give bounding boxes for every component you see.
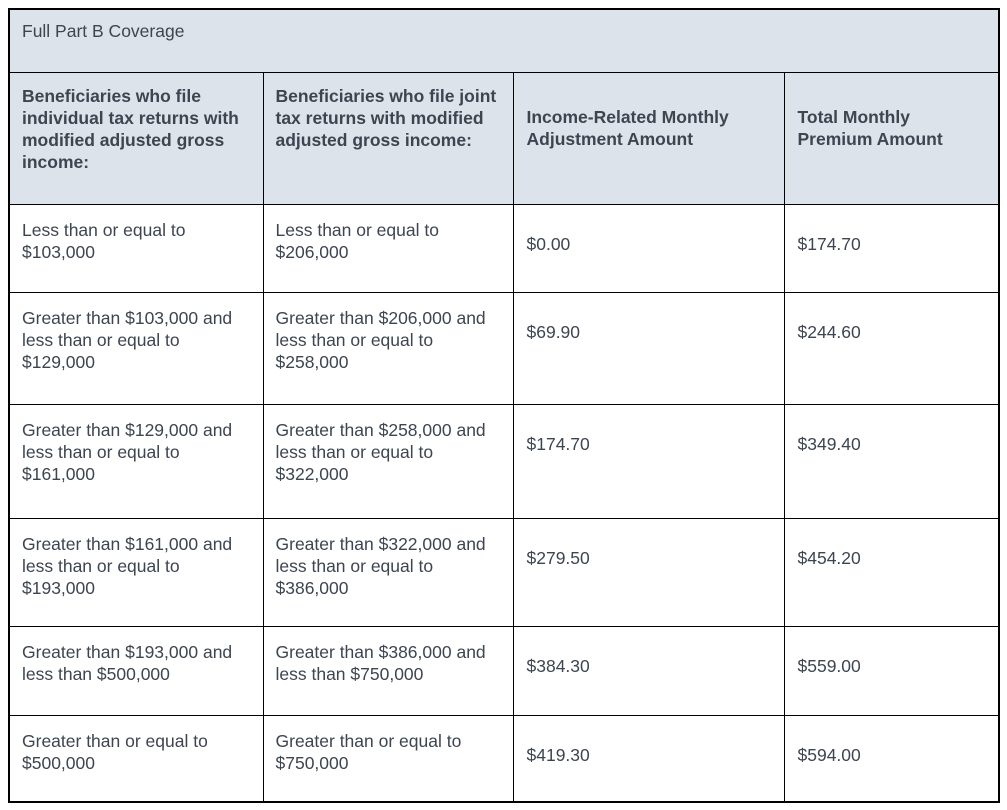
table-row: Greater than or equal to $500,000 Greate… bbox=[8, 714, 1000, 803]
cell-individual-income: Greater than $161,000 and less than or e… bbox=[8, 517, 264, 627]
column-header-adjustment-amount: Income-Related Monthly Adjustment Amount bbox=[512, 71, 785, 205]
cell-adjustment-amount: $69.90 bbox=[512, 291, 785, 405]
cell-individual-income: Greater than $103,000 and less than or e… bbox=[8, 291, 264, 405]
cell-adjustment-amount: $174.70 bbox=[512, 403, 785, 519]
cell-individual-income: Greater than $193,000 and less than $500… bbox=[8, 625, 264, 716]
table-row: Greater than $129,000 and less than or e… bbox=[8, 403, 1000, 519]
table-row: Greater than $193,000 and less than $500… bbox=[8, 625, 1000, 716]
cell-joint-income: Less than or equal to $206,000 bbox=[262, 203, 514, 293]
cell-total-premium: $174.70 bbox=[783, 203, 1000, 293]
cell-individual-income: Greater than or equal to $500,000 bbox=[8, 714, 264, 803]
cell-individual-income: Less than or equal to $103,000 bbox=[8, 203, 264, 293]
cell-adjustment-amount: $0.00 bbox=[512, 203, 785, 293]
table-header-row: Beneficiaries who file individual tax re… bbox=[8, 71, 1000, 205]
cell-total-premium: $349.40 bbox=[783, 403, 1000, 519]
cell-adjustment-amount: $419.30 bbox=[512, 714, 785, 803]
table-title-row: Full Part B Coverage bbox=[8, 8, 1000, 73]
cell-joint-income: Greater than $206,000 and less than or e… bbox=[262, 291, 514, 405]
cell-joint-income: Greater than $258,000 and less than or e… bbox=[262, 403, 514, 519]
table-row: Greater than $161,000 and less than or e… bbox=[8, 517, 1000, 627]
cell-total-premium: $454.20 bbox=[783, 517, 1000, 627]
column-header-joint-returns: Beneficiaries who file joint tax returns… bbox=[262, 71, 514, 205]
cell-total-premium: $559.00 bbox=[783, 625, 1000, 716]
table-row: Less than or equal to $103,000 Less than… bbox=[8, 203, 1000, 293]
cell-adjustment-amount: $384.30 bbox=[512, 625, 785, 716]
cell-adjustment-amount: $279.50 bbox=[512, 517, 785, 627]
cell-total-premium: $244.60 bbox=[783, 291, 1000, 405]
cell-total-premium: $594.00 bbox=[783, 714, 1000, 803]
part-b-premium-table: Full Part B Coverage Beneficiaries who f… bbox=[8, 8, 1000, 803]
table-title: Full Part B Coverage bbox=[8, 8, 1000, 73]
cell-individual-income: Greater than $129,000 and less than or e… bbox=[8, 403, 264, 519]
cell-joint-income: Greater than $386,000 and less than $750… bbox=[262, 625, 514, 716]
cell-joint-income: Greater than $322,000 and less than or e… bbox=[262, 517, 514, 627]
table-row: Greater than $103,000 and less than or e… bbox=[8, 291, 1000, 405]
column-header-individual-returns: Beneficiaries who file individual tax re… bbox=[8, 71, 264, 205]
column-header-total-premium: Total Monthly Premium Amount bbox=[783, 71, 1000, 205]
cell-joint-income: Greater than or equal to $750,000 bbox=[262, 714, 514, 803]
